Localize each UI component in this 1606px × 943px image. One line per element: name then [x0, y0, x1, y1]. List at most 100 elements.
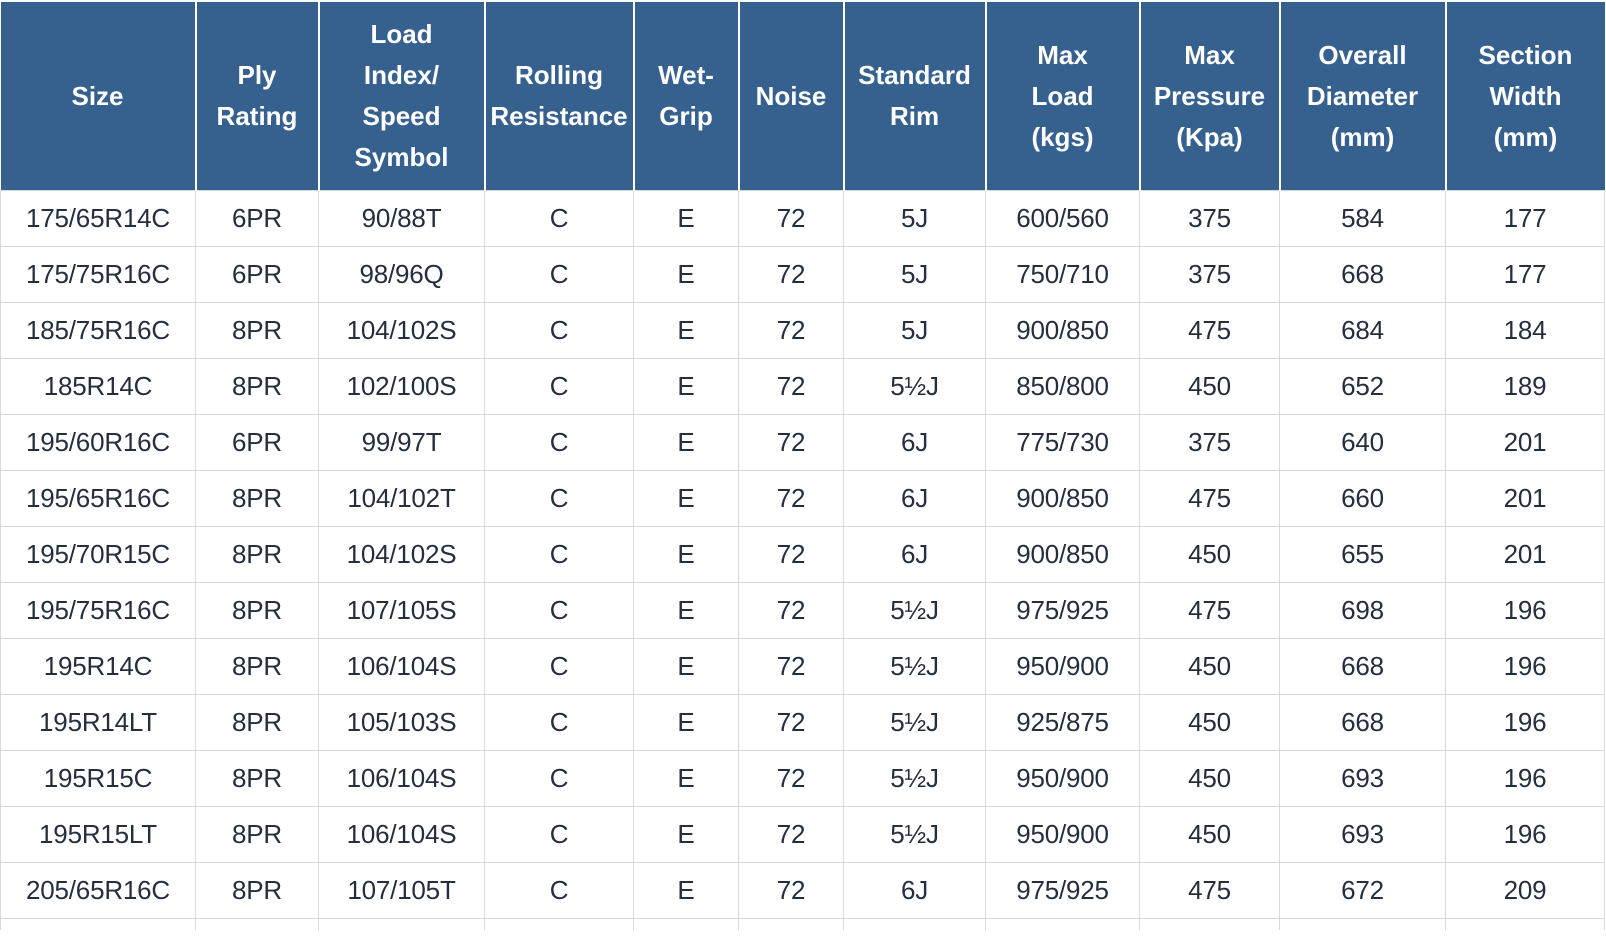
cell-wet-grip: E: [633, 414, 739, 471]
cell-max-load: 850/800: [985, 358, 1140, 415]
cell-size: 195/75R16C: [0, 582, 196, 639]
cell-section-width: 196: [1445, 694, 1605, 751]
cell-wet-grip: E: [633, 246, 739, 303]
cell-rolling-resistance: [484, 918, 634, 930]
cell-rolling-resistance: C: [484, 750, 634, 807]
cell-size: 175/75R16C: [0, 246, 196, 303]
cell-rolling-resistance: C: [484, 582, 634, 639]
cell-ply-rating: 6PR: [195, 190, 319, 247]
cell-rolling-resistance: C: [484, 470, 634, 527]
cell-section-width: 196: [1445, 638, 1605, 695]
cell-load-index-speed-symbol: [318, 918, 485, 930]
cell-wet-grip: E: [633, 750, 739, 807]
cell-standard-rim: 6J: [843, 862, 986, 919]
table-row: 185R14C 8PR 102/100S C E 72 5½J 850/800 450 652 18…: [0, 358, 1605, 415]
cell-overall-diameter: 693: [1279, 806, 1446, 863]
cell-overall-diameter: 693: [1279, 750, 1446, 807]
cell-section-width: 177: [1445, 190, 1605, 247]
cell-overall-diameter: 655: [1279, 526, 1446, 583]
cell-wet-grip: E: [633, 526, 739, 583]
cell-noise: 72: [738, 358, 844, 415]
cell-ply-rating: [195, 918, 319, 930]
table-row: 195/60R16C 6PR 99/97T C E 72 6J 775/730 375 640 20…: [0, 414, 1605, 471]
cell-noise: 72: [738, 414, 844, 471]
cell-ply-rating: 6PR: [195, 414, 319, 471]
cell-load-index-speed-symbol: 98/96Q: [318, 246, 485, 303]
cell-standard-rim: 6J: [843, 414, 986, 471]
col-header-max-pressure: Max Pressure (Kpa): [1138, 2, 1280, 191]
cell-max-load: 925/875: [985, 694, 1140, 751]
cell-overall-diameter: 668: [1279, 246, 1446, 303]
cell-wet-grip: E: [633, 806, 739, 863]
cell-wet-grip: E: [633, 470, 739, 527]
table-row: 195/65R16C 8PR 104/102T C E 72 6J 900/850 475 660…: [0, 470, 1605, 527]
cell-load-index-speed-symbol: 105/103S: [318, 694, 485, 751]
cell-max-load: 950/900: [985, 638, 1140, 695]
cell-overall-diameter: 640: [1279, 414, 1446, 471]
cell-ply-rating: 8PR: [195, 862, 319, 919]
cell-ply-rating: 8PR: [195, 582, 319, 639]
cell-rolling-resistance: C: [484, 862, 634, 919]
cell-load-index-speed-symbol: 104/102S: [318, 302, 485, 359]
cell-ply-rating: 8PR: [195, 806, 319, 863]
cell-load-index-speed-symbol: 107/105S: [318, 582, 485, 639]
cell-size: 195R15LT: [0, 806, 196, 863]
cell-standard-rim: 5J: [843, 302, 986, 359]
cell-size: 185/75R16C: [0, 302, 196, 359]
cell-max-load: 900/850: [985, 470, 1140, 527]
cell-max-load: 900/850: [985, 302, 1140, 359]
cell-noise: 72: [738, 694, 844, 751]
table-row: 195R14C 8PR 106/104S C E 72 5½J 950/900 450 668 19…: [0, 638, 1605, 695]
cell-section-width: 196: [1445, 806, 1605, 863]
cell-noise: 72: [738, 582, 844, 639]
cell-noise: [738, 918, 844, 930]
cell-ply-rating: 8PR: [195, 526, 319, 583]
cell-size: 185R14C: [0, 358, 196, 415]
cell-max-load: 600/560: [985, 190, 1140, 247]
cell-max-pressure: 475: [1139, 302, 1280, 359]
cell-overall-diameter: 668: [1279, 638, 1446, 695]
table-row: 205/65R16C 8PR 107/105T C E 72 6J 975/925 475 672…: [0, 862, 1605, 919]
cell-max-load: [985, 918, 1140, 930]
cell-load-index-speed-symbol: 90/88T: [318, 190, 485, 247]
table-row: 195R15LT 8PR 106/104S C E 72 5½J 950/900 450 693 1…: [0, 806, 1605, 863]
cell-size: 175/65R14C: [0, 190, 196, 247]
cell-rolling-resistance: C: [484, 694, 634, 751]
col-header-load-index-speed-symbol: Load Index/ Speed Symbol: [317, 2, 485, 191]
cell-overall-diameter: 660: [1279, 470, 1446, 527]
cell-max-load: 975/925: [985, 862, 1140, 919]
cell-ply-rating: 8PR: [195, 470, 319, 527]
cell-max-load: 900/850: [985, 526, 1140, 583]
cell-ply-rating: 8PR: [195, 358, 319, 415]
cell-wet-grip: E: [633, 582, 739, 639]
cell-wet-grip: E: [633, 302, 739, 359]
cell-load-index-speed-symbol: 104/102S: [318, 526, 485, 583]
cell-max-pressure: 450: [1139, 694, 1280, 751]
col-header-max-load: Max Load (kgs): [984, 2, 1140, 191]
table-row-partial: [0, 918, 1605, 930]
cell-section-width: 201: [1445, 414, 1605, 471]
cell-max-load: 750/710: [985, 246, 1140, 303]
table-row: 175/75R16C 6PR 98/96Q C E 72 5J 750/710 375 668 17…: [0, 246, 1605, 303]
cell-overall-diameter: 698: [1279, 582, 1446, 639]
cell-load-index-speed-symbol: 99/97T: [318, 414, 485, 471]
cell-max-pressure: 475: [1139, 862, 1280, 919]
cell-noise: 72: [738, 750, 844, 807]
cell-rolling-resistance: C: [484, 302, 634, 359]
cell-noise: 72: [738, 638, 844, 695]
cell-noise: 72: [738, 862, 844, 919]
cell-wet-grip: E: [633, 862, 739, 919]
cell-section-width: 196: [1445, 582, 1605, 639]
cell-ply-rating: 8PR: [195, 638, 319, 695]
cell-rolling-resistance: C: [484, 246, 634, 303]
cell-max-pressure: 450: [1139, 750, 1280, 807]
cell-max-pressure: 450: [1139, 806, 1280, 863]
table-row: 195/70R15C 8PR 104/102S C E 72 6J 900/850 450 655…: [0, 526, 1605, 583]
cell-max-load: 775/730: [985, 414, 1140, 471]
cell-size: 195R15C: [0, 750, 196, 807]
table-row: 175/65R14C 6PR 90/88T C E 72 5J 600/560 375 584 17…: [0, 190, 1605, 247]
cell-max-pressure: [1139, 918, 1280, 930]
cell-load-index-speed-symbol: 107/105T: [318, 862, 485, 919]
